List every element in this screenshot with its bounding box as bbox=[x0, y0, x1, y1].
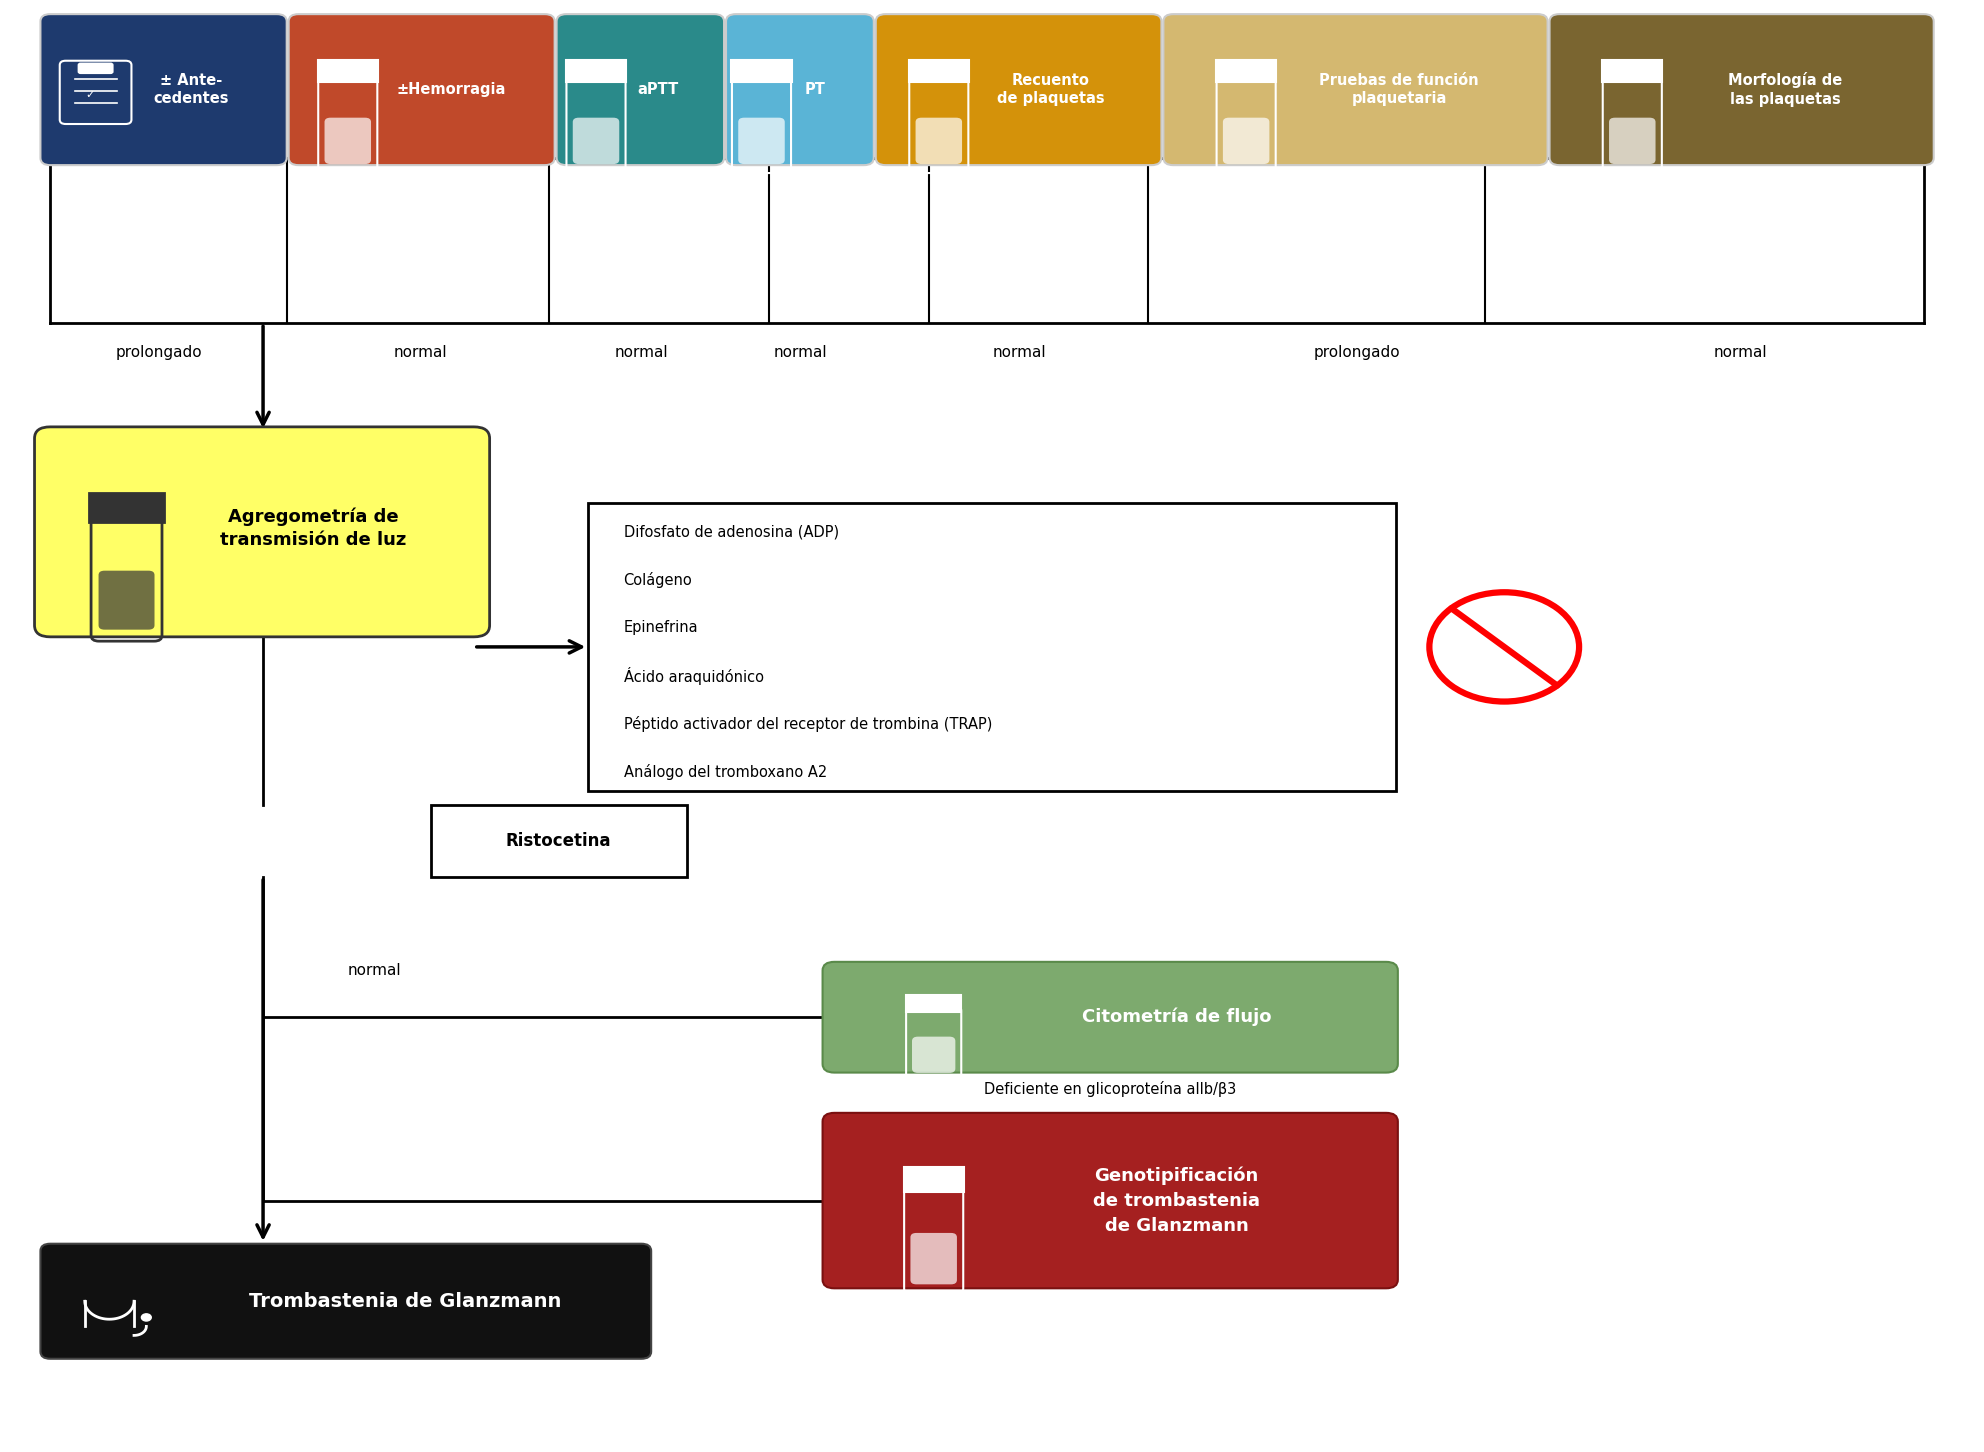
Text: Trombastenia de Glanzmann: Trombastenia de Glanzmann bbox=[248, 1292, 561, 1311]
Circle shape bbox=[141, 1314, 151, 1321]
Text: ✓: ✓ bbox=[85, 90, 95, 100]
FancyBboxPatch shape bbox=[1603, 60, 1663, 83]
FancyBboxPatch shape bbox=[431, 804, 686, 877]
Text: ±Hemorragia: ±Hemorragia bbox=[397, 83, 506, 97]
Text: Citometría de flujo: Citometría de flujo bbox=[1081, 1008, 1272, 1027]
Text: Recuento
de plaquetas: Recuento de plaquetas bbox=[996, 73, 1105, 106]
FancyBboxPatch shape bbox=[903, 1167, 964, 1192]
Text: Ristocetina: Ristocetina bbox=[506, 832, 611, 849]
FancyBboxPatch shape bbox=[913, 1037, 956, 1073]
FancyBboxPatch shape bbox=[573, 118, 619, 164]
Text: Difosfato de adenosina (ADP): Difosfato de adenosina (ADP) bbox=[623, 524, 839, 539]
FancyBboxPatch shape bbox=[565, 60, 627, 83]
FancyBboxPatch shape bbox=[732, 60, 792, 83]
Text: normal: normal bbox=[347, 963, 401, 979]
FancyBboxPatch shape bbox=[317, 60, 377, 83]
FancyBboxPatch shape bbox=[911, 1233, 956, 1285]
Text: Agregometría de
transmisión de luz: Agregometría de transmisión de luz bbox=[220, 507, 407, 549]
Text: prolongado: prolongado bbox=[115, 346, 202, 360]
Text: Pruebas de función
plaquetaria: Pruebas de función plaquetaria bbox=[1319, 73, 1478, 106]
FancyBboxPatch shape bbox=[915, 118, 962, 164]
Text: Epinefrina: Epinefrina bbox=[623, 620, 698, 635]
Text: Genotipificación
de trombastenia
de Glanzmann: Genotipificación de trombastenia de Glan… bbox=[1093, 1166, 1260, 1234]
Text: normal: normal bbox=[992, 346, 1046, 360]
FancyBboxPatch shape bbox=[875, 15, 1161, 166]
Text: aPTT: aPTT bbox=[637, 83, 679, 97]
FancyBboxPatch shape bbox=[823, 1112, 1399, 1288]
FancyBboxPatch shape bbox=[40, 1244, 651, 1359]
FancyBboxPatch shape bbox=[1163, 15, 1548, 166]
Text: Análogo del tromboxano A2: Análogo del tromboxano A2 bbox=[623, 764, 827, 780]
FancyBboxPatch shape bbox=[823, 961, 1399, 1073]
FancyBboxPatch shape bbox=[89, 494, 165, 521]
FancyBboxPatch shape bbox=[40, 15, 288, 166]
Text: normal: normal bbox=[615, 346, 669, 360]
Text: Morfología de
las plaquetas: Morfología de las plaquetas bbox=[1728, 73, 1843, 107]
Text: ± Ante-
cedentes: ± Ante- cedentes bbox=[153, 73, 228, 106]
FancyBboxPatch shape bbox=[1216, 60, 1276, 83]
FancyBboxPatch shape bbox=[726, 15, 873, 166]
FancyBboxPatch shape bbox=[99, 571, 155, 630]
Text: prolongado: prolongado bbox=[1313, 346, 1401, 360]
FancyBboxPatch shape bbox=[1222, 118, 1270, 164]
Text: Deficiente en glicoproteína allb/β3: Deficiente en glicoproteína allb/β3 bbox=[984, 1082, 1236, 1098]
FancyBboxPatch shape bbox=[738, 118, 786, 164]
FancyBboxPatch shape bbox=[34, 427, 490, 637]
FancyBboxPatch shape bbox=[909, 60, 968, 83]
Text: normal: normal bbox=[774, 346, 827, 360]
FancyBboxPatch shape bbox=[325, 118, 371, 164]
Text: normal: normal bbox=[1714, 346, 1768, 360]
Text: Colágeno: Colágeno bbox=[623, 572, 692, 588]
FancyBboxPatch shape bbox=[79, 64, 113, 73]
FancyBboxPatch shape bbox=[1609, 118, 1655, 164]
FancyBboxPatch shape bbox=[587, 502, 1397, 791]
FancyBboxPatch shape bbox=[558, 15, 724, 166]
Text: PT: PT bbox=[806, 83, 825, 97]
Text: normal: normal bbox=[395, 346, 448, 360]
FancyBboxPatch shape bbox=[288, 15, 556, 166]
FancyBboxPatch shape bbox=[1550, 15, 1934, 166]
FancyBboxPatch shape bbox=[907, 995, 962, 1012]
Text: Ácido araquidónico: Ácido araquidónico bbox=[623, 666, 764, 685]
Text: Péptido activador del receptor de trombina (TRAP): Péptido activador del receptor de trombi… bbox=[623, 716, 992, 732]
